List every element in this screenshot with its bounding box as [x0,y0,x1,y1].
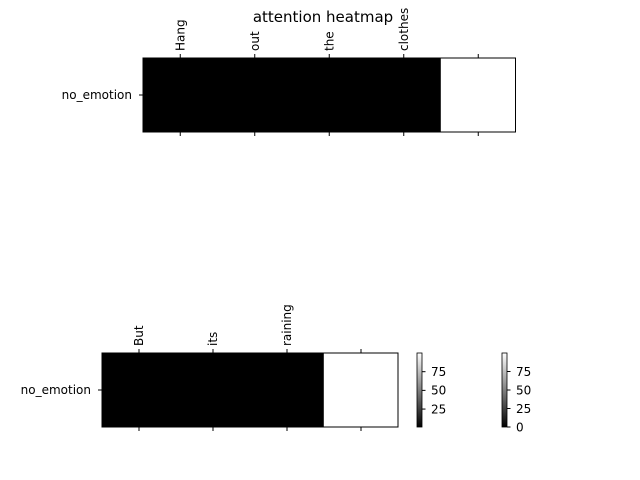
x-tick-label: its [206,332,220,346]
colorbar-tick-label: 25 [431,402,446,416]
colorbar-gradient [416,352,423,428]
heatmap-bottom: But its raining no_emotion [21,304,399,431]
y-tick-label: no_emotion [21,383,91,397]
colorbar-tick-label: 50 [516,383,531,397]
colorbar-tick-label: 0 [516,420,524,434]
heatmap-cell [249,352,325,428]
heatmap-cell [142,57,219,133]
heatmap-cell [175,352,251,428]
heatmap-top: Hang out the clothes no_emotion [62,8,517,136]
chart-title: attention heatmap [253,8,393,26]
colorbar-tick-label: 50 [431,384,446,398]
heatmap-cell [217,57,293,133]
y-tick-label: no_emotion [62,88,132,102]
heatmap-cell [366,57,442,133]
x-tick-label: clothes [397,8,411,51]
colorbar-tick-label: 75 [431,365,446,379]
colorbar-left: 25 50 75 [416,352,446,428]
x-tick-label: But [132,325,146,346]
x-tick-label: Hang [173,19,187,51]
colorbar-tick-label: 25 [516,402,531,416]
colorbar-right: 0 25 50 75 [501,352,531,434]
x-tick-label: raining [280,304,294,346]
heatmap-cell [323,352,399,428]
heatmap-cell [440,57,517,133]
x-tick-label: out [248,31,262,51]
colorbar-tick-label: 75 [516,365,531,379]
x-tick-label: the [322,31,336,51]
heatmap-cell [101,352,177,428]
heatmap-cell [291,57,368,133]
colorbar-gradient [501,352,508,428]
